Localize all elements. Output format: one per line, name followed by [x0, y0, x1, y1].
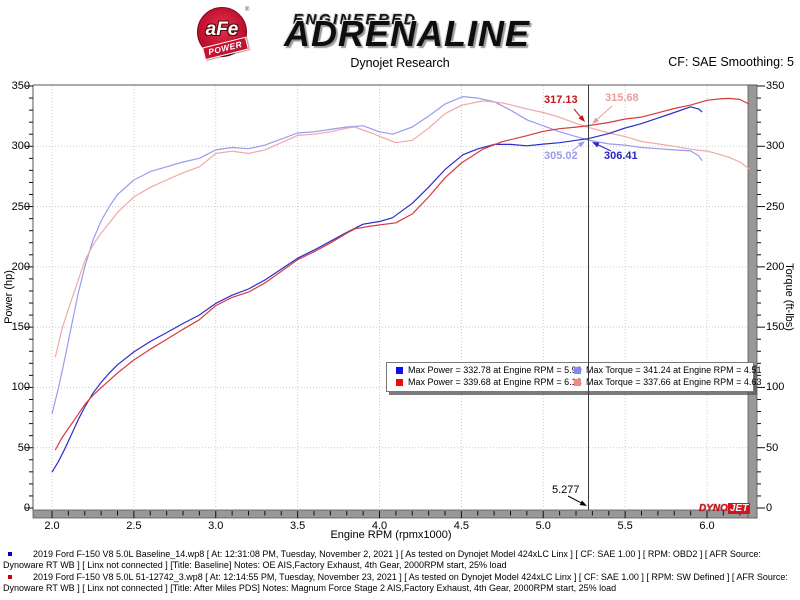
- x-tick-label: 6.0: [699, 520, 715, 532]
- left-y-axis-title: Power (hp): [3, 270, 15, 324]
- y-tick-label: 350: [766, 80, 785, 92]
- x-axis-title: Engine RPM (rpmx1000): [330, 529, 452, 541]
- afe-power-logo: aFe ® POWER: [197, 7, 250, 61]
- y-tick-label: 250: [11, 200, 30, 213]
- x-tick-label: 5.5: [617, 520, 633, 532]
- legend-text: Max Power = 339.68 at Engine RPM = 6.13: [408, 377, 582, 387]
- x-tick-label: 3.5: [289, 520, 306, 532]
- chart-title: Dynojet Research: [350, 56, 450, 70]
- rpm-cursor-line[interactable]: [588, 85, 589, 510]
- right-y-axis-title: Torque (ft-lbs): [783, 263, 795, 331]
- run-descriptions: 2019 Ford F-150 V8 5.0L Baseline_14.wp8 …: [0, 549, 800, 595]
- x-tick-label: 3.0: [208, 520, 224, 532]
- baseline-run-bullet-icon: [8, 552, 12, 556]
- max-values-legend: Max Power = 332.78 at Engine RPM = 5.90 …: [386, 362, 761, 392]
- y-tick-label: 0: [766, 502, 773, 514]
- y-tick-label: 100: [766, 381, 785, 394]
- dynojet-logo: DYNO JET: [699, 503, 751, 514]
- after-power-cursor-value: 317.13: [544, 94, 578, 106]
- x-tick-label: 4.0: [371, 520, 388, 532]
- run-description-after: 2019 Ford F-150 V8 5.0L 51-12742_3.wp8 […: [3, 572, 788, 593]
- after-run-bullet-icon: [8, 575, 12, 579]
- legend-item-after-torque: Max Torque = 337.66 at Engine RPM = 4.63: [574, 377, 761, 387]
- y-tick-label: 50: [766, 441, 779, 454]
- x-tick-label: 2.0: [44, 520, 60, 532]
- y-tick-label: 50: [17, 441, 30, 454]
- run-description-baseline: 2019 Ford F-150 V8 5.0L Baseline_14.wp8 …: [3, 549, 761, 570]
- y-tick-label: 200: [766, 260, 785, 273]
- registered-mark: ®: [245, 7, 250, 13]
- legend-text: Max Power = 332.78 at Engine RPM = 5.90: [408, 365, 582, 375]
- after-torque-marker-icon: [574, 378, 581, 386]
- baseline-torque-cursor-value: 305.02: [544, 150, 578, 162]
- cursor-rpm-value: 5.277: [552, 484, 580, 496]
- y-tick-label: 200: [11, 260, 30, 273]
- y-tick-label: 0: [23, 502, 30, 514]
- legend-item-baseline-torque: Max Torque = 341.24 at Engine RPM = 4.51: [574, 365, 761, 375]
- legend-item-baseline-power: Max Power = 332.78 at Engine RPM = 5.90: [396, 365, 582, 375]
- correction-factor-label: CF: SAE Smoothing: 5: [668, 55, 794, 69]
- y-tick-label: 150: [11, 321, 30, 334]
- baseline-power-cursor-value: 306.41: [604, 150, 638, 162]
- baseline-power-marker-icon: [396, 366, 403, 374]
- y-tick-label: 250: [766, 200, 785, 213]
- y-tick-label: 300: [11, 140, 30, 153]
- legend-text: Max Torque = 337.66 at Engine RPM = 4.63: [586, 377, 762, 387]
- afe-logo-text: aFe: [205, 19, 239, 40]
- legend-text: Max Torque = 341.24 at Engine RPM = 4.51: [586, 365, 762, 375]
- x-tick-label: 4.5: [453, 520, 470, 532]
- brand-adrenaline-text: ADRENALINE: [284, 13, 531, 54]
- x-tick-label: 5.0: [535, 520, 551, 532]
- after-torque-cursor-value: 315.68: [605, 92, 639, 104]
- y-tick-label: 300: [766, 140, 785, 153]
- brand-engineered-text: ENGINEERED: [293, 11, 418, 28]
- baseline-torque-marker-icon: [574, 366, 581, 374]
- y-tick-label: 100: [11, 381, 30, 394]
- x-tick-label: 2.5: [126, 520, 142, 532]
- y-tick-label: 150: [766, 321, 785, 334]
- y-tick-label: 350: [11, 80, 30, 92]
- legend-item-after-power: Max Power = 339.68 at Engine RPM = 6.13: [396, 377, 582, 387]
- after-power-marker-icon: [396, 378, 403, 386]
